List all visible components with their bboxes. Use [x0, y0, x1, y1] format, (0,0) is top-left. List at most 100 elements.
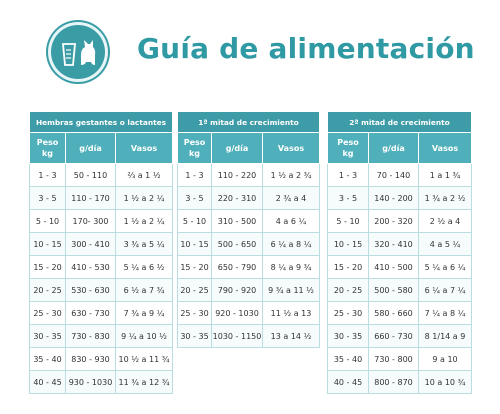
- cell-grams-per-day: 530 - 630: [65, 278, 116, 302]
- cell-weight: 3 - 5: [327, 186, 369, 210]
- table-row: 25 - 30 580 - 660 7 ¼ a 8 ¼: [327, 301, 473, 325]
- column-header-cups: Vasos: [114, 132, 174, 164]
- cell-weight: 3 - 5: [29, 186, 66, 210]
- cell-cups: 9 a 10: [417, 347, 473, 371]
- cell-grams-per-day: 920 - 1030: [211, 301, 263, 325]
- cell-weight: 20 - 25: [177, 278, 212, 302]
- cell-grams-per-day: 170- 300: [65, 209, 116, 233]
- cell-cups: 1 ½ a 2 ¼: [114, 186, 174, 210]
- table-row: 3 - 5 110 - 170 1 ½ a 2 ¼: [29, 186, 174, 210]
- feeding-table-pregnant-lactating: Hembras gestantes o lactantes Peso kg g/…: [28, 111, 174, 394]
- cell-weight: 35 - 40: [327, 347, 369, 371]
- page-header: Guía de alimentación: [0, 0, 500, 100]
- cell-grams-per-day: 800 - 870: [368, 370, 419, 394]
- cell-weight: 15 - 20: [327, 255, 369, 279]
- table-row: 15 - 20 650 - 790 8 ¼ a 9 ¾: [177, 255, 321, 279]
- table-row: 20 - 25 530 - 630 6 ½ a 7 ¾: [29, 278, 174, 302]
- cell-cups: 9 ¾ a 11 ½: [261, 278, 321, 302]
- cell-grams-per-day: 410 - 530: [65, 255, 116, 279]
- cell-weight: 40 - 45: [29, 370, 66, 394]
- table-row: 3 - 5 140 - 200 1 ¾ a 2 ½: [327, 186, 473, 210]
- table-row: 35 - 40 730 - 800 9 a 10: [327, 347, 473, 371]
- cell-weight: 30 - 35: [177, 324, 212, 348]
- cell-weight: 40 - 45: [327, 370, 369, 394]
- cell-grams-per-day: 310 - 500: [211, 209, 263, 233]
- cell-weight: 10 - 15: [177, 232, 212, 256]
- cell-weight: 10 - 15: [29, 232, 66, 256]
- bowl-and-dog-icon: [48, 22, 108, 82]
- cell-grams-per-day: 650 - 790: [211, 255, 263, 279]
- table-title: 2ª mitad de crecimiento: [326, 111, 473, 133]
- cell-cups: 6 ¼ a 7 ¼: [417, 278, 473, 302]
- table-row: 35 - 40 830 - 930 10 ½ a 11 ¾: [29, 347, 174, 371]
- cell-cups: 7 ¾ a 9 ¼: [114, 301, 174, 325]
- table-title: 1ª mitad de crecimiento: [176, 111, 321, 133]
- cell-weight: 35 - 40: [29, 347, 66, 371]
- table-row: 40 - 45 800 - 870 10 a 10 ¾: [327, 370, 473, 394]
- cell-cups: ⅔ a 1 ½: [114, 163, 174, 187]
- table-row: 10 - 15 300 - 410 3 ¾ a 5 ¼: [29, 232, 174, 256]
- cell-cups: 8 ¼ a 9 ¾: [261, 255, 321, 279]
- cell-weight: 5 - 10: [327, 209, 369, 233]
- cell-weight: 30 - 35: [29, 324, 66, 348]
- feeding-table-second-half-growth: 2ª mitad de crecimiento Peso kg g/día Va…: [326, 111, 473, 394]
- table-row: 15 - 20 410 - 500 5 ¼ a 6 ¼: [327, 255, 473, 279]
- cell-grams-per-day: 630 - 730: [65, 301, 116, 325]
- table-row: 15 - 20 410 - 530 5 ¼ a 6 ½: [29, 255, 174, 279]
- column-header-cups: Vasos: [261, 132, 321, 164]
- cell-grams-per-day: 830 - 930: [65, 347, 116, 371]
- cell-grams-per-day: 110 - 170: [65, 186, 116, 210]
- cell-weight: 25 - 30: [327, 301, 369, 325]
- cell-cups: 10 a 10 ¾: [417, 370, 473, 394]
- column-header-grams-per-day: g/día: [368, 132, 419, 164]
- cell-grams-per-day: 580 - 660: [368, 301, 419, 325]
- page-title: Guía de alimentación: [137, 32, 475, 65]
- cell-grams-per-day: 300 - 410: [65, 232, 116, 256]
- cell-weight: 15 - 20: [177, 255, 212, 279]
- cell-weight: 5 - 10: [177, 209, 212, 233]
- table-row: 30 - 35 660 - 730 8 1/14 a 9: [327, 324, 473, 348]
- cell-grams-per-day: 500 - 580: [368, 278, 419, 302]
- cell-grams-per-day: 730 - 800: [368, 347, 419, 371]
- table-row: 1 - 3 70 - 140 1 a 1 ¾: [327, 163, 473, 187]
- cell-cups: 4 a 5 ¼: [417, 232, 473, 256]
- cell-weight: 5 - 10: [29, 209, 66, 233]
- feeding-table-first-half-growth: 1ª mitad de crecimiento Peso kg g/día Va…: [176, 111, 321, 348]
- column-header-grams-per-day: g/día: [65, 132, 116, 164]
- cell-cups: 11 ¾ a 12 ¾: [114, 370, 174, 394]
- cell-weight: 25 - 30: [29, 301, 66, 325]
- table-row: 30 - 35 1030 - 1150 13 a 14 ½: [177, 324, 321, 348]
- cell-weight: 10 - 15: [327, 232, 369, 256]
- cell-weight: 1 - 3: [327, 163, 369, 187]
- cell-grams-per-day: 70 - 140: [368, 163, 419, 187]
- cell-cups: 9 ¼ a 10 ½: [114, 324, 174, 348]
- cell-grams-per-day: 50 - 110: [65, 163, 116, 187]
- table-row: 1 - 3 110 - 220 1 ½ a 2 ¾: [177, 163, 321, 187]
- table-row: 10 - 15 500 - 650 6 ¼ a 8 ¼: [177, 232, 321, 256]
- cell-weight: 30 - 35: [327, 324, 369, 348]
- cell-grams-per-day: 110 - 220: [211, 163, 263, 187]
- table-row: 3 - 5 220 - 310 2 ¾ a 4: [177, 186, 321, 210]
- column-header-weight: Peso kg: [29, 132, 66, 164]
- cell-grams-per-day: 790 - 920: [211, 278, 263, 302]
- cell-cups: 1 ½ a 2 ¾: [261, 163, 321, 187]
- cell-cups: 13 a 14 ½: [261, 324, 321, 348]
- cell-weight: 1 - 3: [177, 163, 212, 187]
- column-header-grams-per-day: g/día: [211, 132, 263, 164]
- cell-grams-per-day: 410 - 500: [368, 255, 419, 279]
- column-header-cups: Vasos: [417, 132, 473, 164]
- cell-grams-per-day: 500 - 650: [211, 232, 263, 256]
- cell-grams-per-day: 1030 - 1150: [211, 324, 263, 348]
- cell-cups: 1 ¾ a 2 ½: [417, 186, 473, 210]
- table-row: 20 - 25 500 - 580 6 ¼ a 7 ¼: [327, 278, 473, 302]
- cell-cups: 2 ¾ a 4: [261, 186, 321, 210]
- cell-grams-per-day: 320 - 410: [368, 232, 419, 256]
- cell-cups: 3 ¾ a 5 ¼: [114, 232, 174, 256]
- table-row: 30 - 35 730 - 830 9 ¼ a 10 ½: [29, 324, 174, 348]
- cell-weight: 15 - 20: [29, 255, 66, 279]
- cell-cups: 5 ¼ a 6 ¼: [417, 255, 473, 279]
- cell-cups: 2 ½ a 4: [417, 209, 473, 233]
- cell-grams-per-day: 660 - 730: [368, 324, 419, 348]
- cell-cups: 4 a 6 ¼: [261, 209, 321, 233]
- cell-grams-per-day: 220 - 310: [211, 186, 263, 210]
